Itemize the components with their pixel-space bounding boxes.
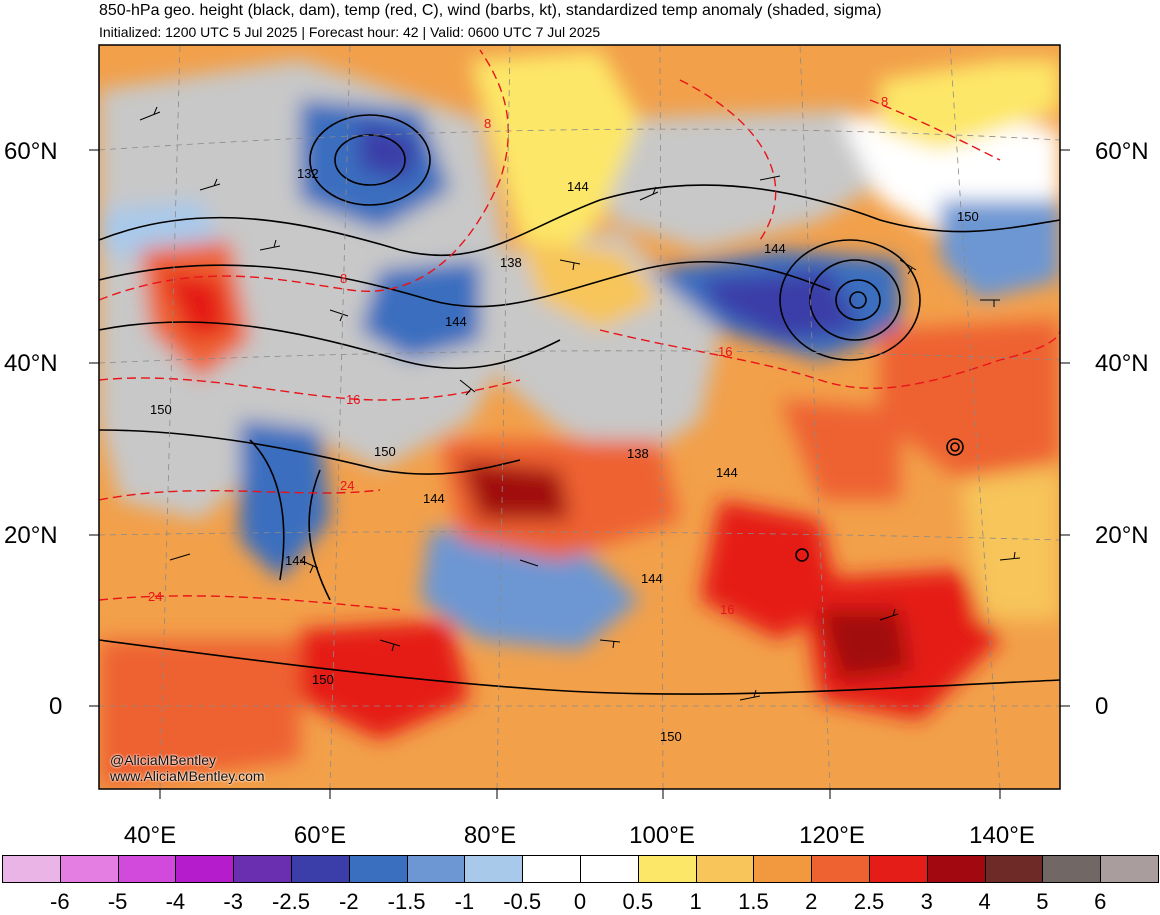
anomaly-shading: [99, 45, 1060, 789]
watermark-handle: @AliciaMBentley: [110, 752, 217, 768]
lat-label-40n-left: 40°N: [4, 350, 58, 377]
colorbar-tick-label: 5: [1036, 889, 1049, 914]
temp-label: 24: [148, 589, 162, 604]
lat-label-eq-right: 0: [1095, 693, 1109, 720]
colorbar-tick-label: -6: [50, 889, 70, 914]
map-title: 850-hPa geo. height (black, dam), temp (…: [99, 2, 882, 19]
colorbar-segment: [406, 855, 466, 883]
height-label: 150: [312, 672, 334, 687]
frame-ticks: [89, 149, 1070, 799]
lat-label-40n-right: 40°N: [1095, 350, 1149, 377]
height-label: 144: [285, 553, 307, 568]
temp-label: 8: [340, 271, 347, 286]
colorbar-segment: [984, 855, 1044, 883]
colorbar-segment: [926, 855, 986, 883]
height-contours: [99, 114, 1060, 695]
height-label: 132: [297, 166, 319, 181]
lon-label-40e: 40°E: [123, 822, 177, 849]
colorbar-tick-label: 4: [978, 889, 991, 914]
height-label: 150: [374, 444, 396, 459]
colorbar-segment: [117, 855, 177, 883]
lat-label-60n-right: 60°N: [1095, 138, 1149, 165]
temp-label: 8: [484, 116, 491, 131]
lat-label-eq-left: 0: [49, 693, 63, 720]
height-label: 144: [423, 491, 445, 506]
colorbar-segment: [637, 855, 697, 883]
colorbar-tick-label: 2.5: [853, 889, 885, 914]
colorbar-tick-label: -3: [223, 889, 243, 914]
colorbar-tick-label: 1: [689, 889, 702, 914]
colorbar-segment: [753, 855, 813, 883]
height-label: 138: [627, 446, 649, 461]
height-label: 144: [567, 179, 589, 194]
colorbar-segment: [522, 855, 581, 883]
height-label: 144: [764, 241, 786, 256]
height-label: 144: [445, 314, 467, 329]
temperature-contour-labels: 8 8 8 16 16 24 24 16: [148, 94, 888, 617]
lat-label-20n-left: 20°N: [4, 522, 58, 549]
colorbar-tick-label: -4: [165, 889, 186, 914]
colorbar-tick-label: -1.5: [387, 889, 426, 914]
colorbar-segment: [233, 855, 292, 883]
colorbar-segment: [580, 855, 639, 883]
colorbar-segment: [869, 855, 928, 883]
colorbar-tick-label: 2: [805, 889, 818, 914]
colorbar-segment: [1042, 855, 1102, 883]
height-label: 144: [716, 465, 738, 480]
lat-label-20n-right: 20°N: [1095, 522, 1149, 549]
colorbar-tick-label: 0.5: [622, 889, 654, 914]
colorbar-tick-label: 6: [1094, 889, 1107, 914]
colorbar-segment: [175, 855, 235, 883]
colorbar-tick-label: -0.5: [503, 889, 542, 914]
colorbar-tick-label: 0: [573, 889, 587, 914]
colorbar-segment: [59, 855, 119, 883]
wind-barbs: [139, 106, 1021, 701]
colorbar-tick-label: -2.5: [272, 889, 310, 914]
colorbar-segment: [2, 855, 61, 883]
map-subtitle: Initialized: 1200 UTC 5 Jul 2025 | Forec…: [99, 24, 601, 40]
colorbar-tick-label: -5: [107, 889, 128, 914]
graticule: [99, 45, 1060, 789]
height-contour-labels: 132 144 138 144 144 150 144 138 144 150 …: [150, 166, 979, 744]
temp-label: 16: [346, 392, 360, 407]
watermark-site: www.AliciaMBentley.com: [110, 768, 265, 784]
height-label: 150: [957, 209, 979, 224]
colorbar-segment: [1100, 855, 1159, 883]
colorbar-segment: [695, 855, 755, 883]
height-label: 150: [660, 729, 682, 744]
height-label: 144: [641, 571, 663, 586]
temp-label: 8: [881, 94, 888, 109]
temp-label: 16: [718, 344, 732, 359]
lon-label-120e: 120°E: [799, 822, 865, 849]
lon-label-80e: 80°E: [463, 822, 517, 849]
colorbar: [0, 855, 1160, 885]
colorbar-tick-label: 1.5: [738, 889, 769, 914]
lat-label-60n-left: 60°N: [4, 138, 58, 165]
colorbar-segment: [291, 855, 350, 883]
height-label: 138: [500, 255, 522, 270]
height-label: 150: [150, 402, 172, 417]
colorbar-segment: [811, 855, 870, 883]
colorbar-tick-label: -1: [454, 889, 475, 914]
colorbar-tick-label: 3: [920, 889, 933, 914]
lon-label-100e: 100°E: [629, 822, 695, 849]
colorbar-segment: [464, 855, 524, 883]
lon-label-60e: 60°E: [293, 822, 347, 849]
temp-label: 16: [720, 602, 734, 617]
temp-label: 24: [340, 478, 354, 493]
colorbar-tick-label: -2: [339, 889, 359, 914]
map-frame: [98, 44, 1061, 790]
lon-label-140e: 140°E: [969, 822, 1035, 849]
colorbar-segment: [348, 855, 408, 883]
